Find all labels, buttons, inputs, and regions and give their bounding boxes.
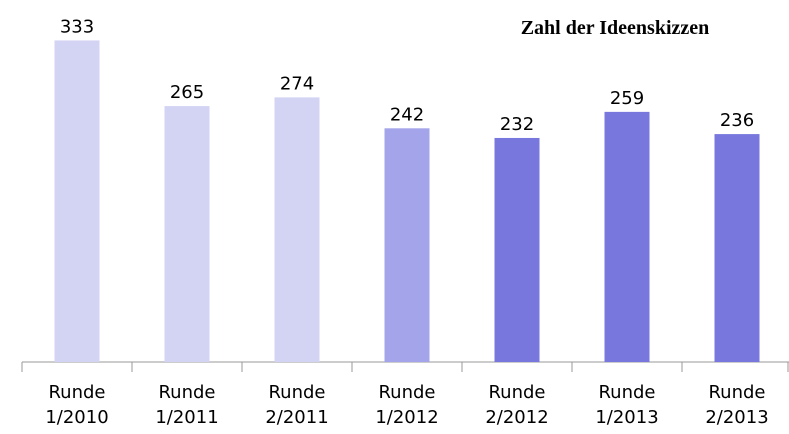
x-tick-label: Runde	[488, 382, 545, 403]
chart-title: Zahl der Ideenskizzen	[521, 17, 710, 39]
bar	[274, 97, 320, 362]
bar	[494, 137, 540, 362]
x-tick-label: Runde	[598, 382, 655, 403]
bar	[604, 111, 650, 362]
x-tick-label: 2/2011	[265, 407, 328, 428]
x-tick-label: 1/2012	[375, 407, 438, 428]
value-label: 265	[170, 82, 204, 103]
bar	[164, 106, 210, 362]
x-tick-label: Runde	[158, 382, 215, 403]
value-label: 232	[500, 114, 534, 135]
bar	[54, 40, 100, 362]
x-tick-label: Runde	[378, 382, 435, 403]
x-tick-label: Runde	[708, 382, 765, 403]
bar	[384, 128, 430, 362]
x-tick-label: 2/2013	[705, 407, 768, 428]
value-label: 242	[390, 104, 424, 125]
bar	[714, 134, 760, 362]
value-label: 236	[720, 110, 754, 131]
x-tick-label: Runde	[48, 382, 105, 403]
x-tick-label: 1/2011	[155, 407, 218, 428]
value-label: 333	[60, 16, 94, 37]
value-label: 274	[280, 73, 314, 94]
x-tick-label: 1/2013	[595, 407, 658, 428]
x-tick-label: Runde	[268, 382, 325, 403]
x-tick-label: 2/2012	[485, 407, 548, 428]
x-tick-label: 1/2010	[45, 407, 108, 428]
value-label: 259	[610, 88, 644, 109]
